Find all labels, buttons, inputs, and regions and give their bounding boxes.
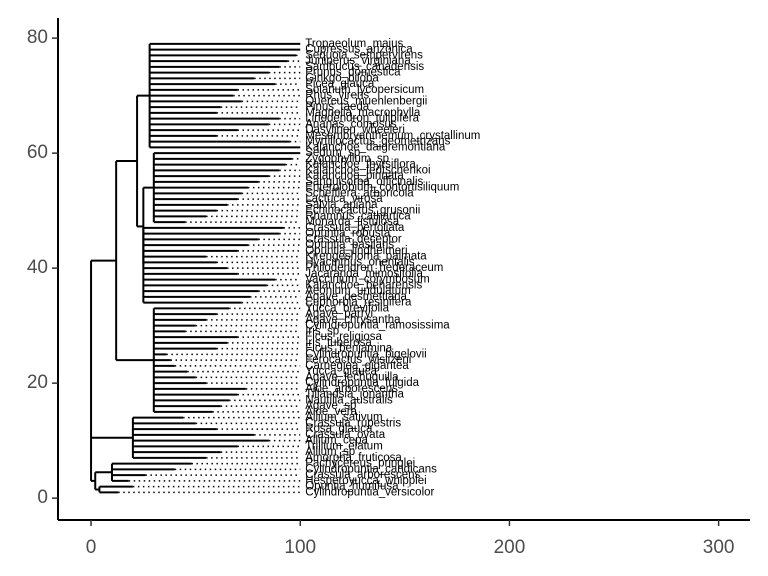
tip-label: Agave_chrysantha — [305, 314, 401, 326]
tip-label: Aeonium_undulatum — [305, 285, 411, 297]
y-tick-label: 80 — [27, 27, 48, 48]
tip-label: Cylindropuntia_bigelovii — [305, 348, 426, 360]
tip-label: Crassula_ovata — [305, 429, 386, 441]
tip-label: Picea_glauca — [305, 78, 375, 90]
tip-label: Kalanchoe_beharensis — [305, 279, 422, 291]
tip-label: Aloe_vera — [305, 406, 357, 418]
tip-label: Jacaranda_mimosifolia — [305, 268, 423, 280]
tip-label: Zygophyllum_sp — [305, 153, 389, 165]
tip-label: Sedum_sp — [305, 147, 360, 159]
tip-label: Monarda_fistulosa — [305, 216, 400, 228]
tip-label: Rhus_virens — [305, 90, 369, 102]
tip-label: Philodendron_hederaceum — [305, 262, 443, 274]
tip-label: Prunus_domestica — [305, 67, 401, 79]
tip-label: Solanum_lycopersicum — [305, 84, 424, 96]
tip-label: Kalanchoe_daigremontiana — [305, 141, 446, 153]
tip-label: Allium_cepa — [305, 435, 368, 447]
y-tick-label: 60 — [27, 142, 48, 163]
tip-label: Dasylirion_wheeleri — [305, 124, 405, 136]
tip-label: Salvia_apiana — [305, 199, 378, 211]
tip-label: Crassula_perfoliata — [305, 222, 405, 234]
tip-label: Opuntia_robusta — [305, 228, 391, 240]
tip-label: Tropaeolum_majus — [305, 38, 403, 50]
tip-label: Trillium_elatum — [305, 440, 383, 452]
x-tick-label: 300 — [703, 537, 735, 558]
tip-label: Sambucus_canadensis — [305, 61, 424, 73]
tip-label: Agave_lechuguilla — [305, 371, 399, 383]
tip-label: Cylindropuntia_versicolor — [305, 486, 434, 498]
tip-label: Kalanchoe_fedtschenkoi — [305, 164, 430, 176]
tip-label: Ferocactus_wislizeni — [305, 354, 411, 366]
tip-label: Vaccinium_corymbosum — [305, 274, 429, 286]
tip-label: Aloe_arborescens — [305, 383, 398, 395]
tip-label: Iris_sp — [305, 325, 339, 337]
tip-label: Nautilia_australis — [305, 394, 393, 406]
tip-label: Cylindropuntia_candicans — [305, 463, 437, 475]
tip-label: Schefflera_arboricola — [305, 187, 414, 199]
tip-label: Liriodendron_tulipifera — [305, 113, 419, 125]
tip-label: Amorpha_fruticosa — [305, 452, 402, 464]
tip-label: Ananas_comosus — [305, 118, 397, 130]
tip-label: Iris_tuberosa — [305, 337, 372, 349]
tip-label: Agave_parryi — [305, 308, 373, 320]
tip-label: Opuntia_humifusa — [305, 481, 399, 493]
tip-label: Echinocactus_grusonii — [305, 205, 420, 217]
tip-label: Ficus_religiosa — [305, 331, 382, 343]
tip-label: Ginkgo_biloba — [305, 72, 379, 84]
tip-label: Pinus_taeda — [305, 101, 370, 113]
tip-label: Ficus_benjamina — [305, 343, 393, 355]
tip-label: Allium_sp — [305, 446, 355, 458]
tip-label: Agave_desmettiana — [305, 291, 407, 303]
tip-label: Cylindropuntia_ramosissima — [305, 320, 450, 332]
tip-label: Myrtillocactus_geometrizans — [305, 136, 450, 148]
tip-label: Kalanchoe_thyrsiflora — [305, 159, 416, 171]
tip-label: Cupressus_arizonica — [305, 44, 413, 56]
tip-label: Euphorbia_resinifera — [305, 297, 412, 309]
tip-label: Kirengeshoma_palmata — [305, 251, 427, 263]
tip-label: Opuntia_basilaris — [305, 239, 394, 251]
tip-label: Juniperus_virginiana — [305, 55, 411, 67]
tip-label: Crassula_rupestris — [305, 417, 401, 429]
tip-label: Cylindropuntia_fulgida — [305, 377, 419, 389]
tip-label: Hyacinthus_orientalis — [305, 256, 415, 268]
y-tick-label: 0 — [37, 487, 48, 508]
x-tick-label: 100 — [284, 537, 316, 558]
tip-label: Crassula_deceptor — [305, 233, 402, 245]
y-tick-label: 40 — [27, 257, 48, 278]
tip-label: Sequoia_sempervirens — [305, 49, 423, 61]
tip-label: Tillandsia_ionantha — [305, 389, 404, 401]
tip-label: Quercus_muehlenbergii — [305, 95, 427, 107]
tip-label: Sanguisorba_officinalis — [305, 176, 423, 188]
x-tick-label: 0 — [86, 537, 97, 558]
tip-label: Magnolia_macrophylla — [305, 107, 421, 119]
tip-label: Pachycereus_pringlei — [305, 458, 415, 470]
tip-label: Yucca_brevifolia — [305, 302, 389, 314]
tip-label: Allium_sativum — [305, 412, 382, 424]
x-tick-label: 200 — [494, 537, 526, 558]
tip-label: Hesperoyucca_whipplei — [305, 475, 426, 487]
tip-label: Lactuca_virosa — [305, 193, 383, 205]
tip-label: Mesembryanthemum_crystallinum — [305, 130, 480, 142]
tip-label: Carnegiea_gigantea — [305, 360, 409, 372]
y-tick-label: 20 — [27, 372, 48, 393]
tip-label: Crassula_arborescens — [305, 469, 420, 481]
tip-label: Rosa_glauca — [305, 423, 373, 435]
tip-label: Yucca_glauca — [305, 366, 377, 378]
tip-label: Enterolobium_contortisiliquum — [305, 182, 459, 194]
tip-label: Agave_sp — [305, 400, 356, 412]
tip-label: Kalanchoe_pinnata — [305, 170, 404, 182]
tip-label: Rhamnus_cathartica — [305, 210, 411, 222]
tip-label: Opuntia_lindheimeri — [305, 245, 407, 257]
